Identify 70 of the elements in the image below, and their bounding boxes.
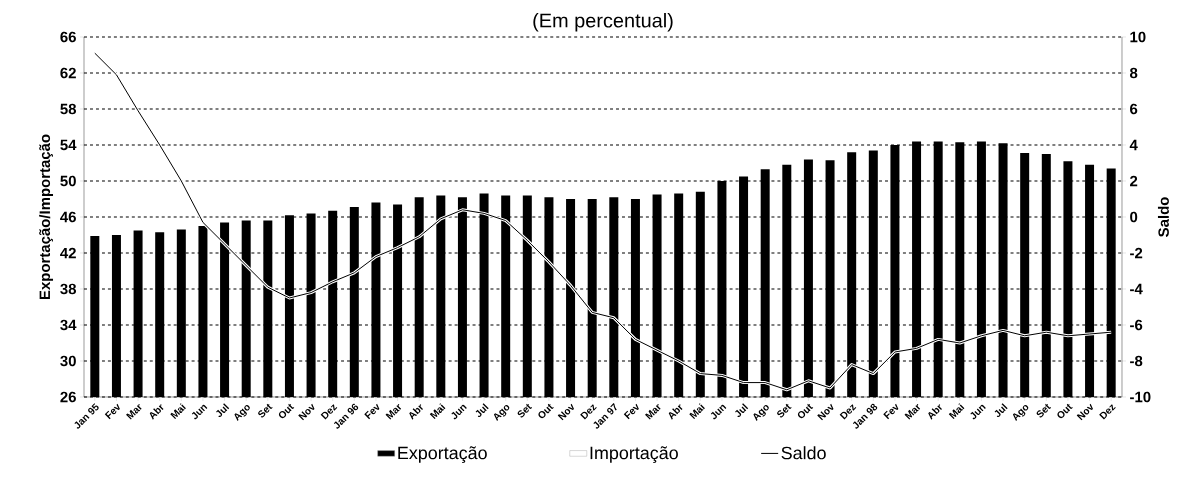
- x-tick-label: Mai: [689, 403, 705, 420]
- x-tick-label: Abr: [668, 404, 683, 420]
- y-tick-label: 34: [60, 319, 77, 331]
- y-tick-label: 58: [60, 103, 77, 115]
- x-tick-label: Abr: [409, 404, 424, 420]
- y2-tick-label: -8: [1130, 355, 1143, 367]
- x-tick-label: Fev: [883, 403, 899, 420]
- y2-tick-label: 8: [1129, 67, 1138, 79]
- y-tick-label: 30: [60, 355, 76, 367]
- x-tick-label: Out: [278, 403, 295, 419]
- x-tick-label: Ago: [234, 404, 250, 422]
- x-tick-label: Jul: [475, 403, 489, 418]
- x-tick-label: Set: [777, 403, 792, 418]
- x-tick-label: Out: [797, 403, 814, 419]
- y-tick-label: 62: [60, 67, 76, 79]
- x-tick-label: Jun: [710, 404, 727, 420]
- x-tick-label: Mar: [126, 403, 142, 420]
- y2-tick-label: -2: [1130, 247, 1143, 259]
- x-tick-label: Fev: [104, 403, 120, 420]
- chart-title: (Em percentual): [533, 12, 673, 32]
- x-tick-label: Set: [258, 403, 273, 418]
- y2-tick-label: 0: [1130, 211, 1138, 223]
- y2-tick-label: 2: [1130, 175, 1138, 187]
- x-tick-label: Mar: [385, 403, 402, 420]
- y-tick-label: 38: [60, 283, 77, 295]
- x-tick-label: Out: [1057, 403, 1073, 419]
- x-tick-label: Mai: [170, 403, 186, 420]
- y2-tick-label: -10: [1130, 391, 1151, 403]
- x-tick-label: Jul: [735, 403, 749, 418]
- x-tick-label: Set: [517, 403, 533, 418]
- x-tick-label: Ago: [753, 404, 769, 422]
- x-tick-label: Mai: [948, 403, 965, 420]
- x-tick-label: Nov: [817, 403, 834, 421]
- x-tick-label: Out: [538, 403, 554, 419]
- y2-tick-label: 6: [1130, 103, 1138, 115]
- x-tick-label: Set: [1036, 403, 1052, 418]
- x-tick-label: Ago: [1012, 404, 1029, 422]
- legend-label: Saldo: [781, 446, 826, 460]
- x-tick-label: Jun: [970, 404, 986, 420]
- x-tick-label: Jun: [451, 404, 467, 420]
- x-tick-label: Mai: [429, 403, 446, 420]
- y-tick-label: 46: [60, 211, 76, 223]
- x-tick-label: Jul: [216, 403, 230, 418]
- y-tick-label: 50: [60, 175, 76, 187]
- x-tick-label: Nov: [557, 403, 575, 421]
- y2-tick-label: -6: [1130, 319, 1143, 331]
- x-tick-label: Jul: [994, 403, 1008, 418]
- y-tick-label: 54: [60, 139, 77, 151]
- y-axis-title: Exportação/Importação: [39, 134, 54, 300]
- x-tick-label: Mar: [904, 403, 921, 420]
- x-tick-label: Jan 95: [74, 403, 99, 429]
- x-tick-label: Nov: [298, 403, 315, 421]
- x-tick-label: Mar: [645, 403, 661, 420]
- x-tick-label: Fev: [364, 403, 380, 420]
- y-tick-label: 66: [60, 31, 76, 43]
- legend-label: Exportação: [398, 446, 487, 463]
- y2-tick-label: 4: [1129, 139, 1138, 151]
- x-tick-label: Abr: [149, 404, 164, 420]
- y-tick-label: 42: [60, 247, 76, 259]
- x-tick-label: Ago: [493, 404, 510, 422]
- y2-tick-label: 10: [1130, 31, 1146, 43]
- x-tick-label: Nov: [1076, 403, 1093, 421]
- x-tick-label: Jun: [191, 404, 208, 420]
- y2-axis-title: Saldo: [1157, 197, 1169, 237]
- x-tick-label: Fev: [623, 403, 639, 420]
- y2-tick-label: -4: [1130, 283, 1143, 295]
- y-tick-label: 26: [60, 391, 76, 403]
- x-tick-label: Dez: [1099, 404, 1116, 420]
- x-tick-label: Abr: [928, 404, 942, 420]
- legend-label: Importação: [590, 446, 678, 463]
